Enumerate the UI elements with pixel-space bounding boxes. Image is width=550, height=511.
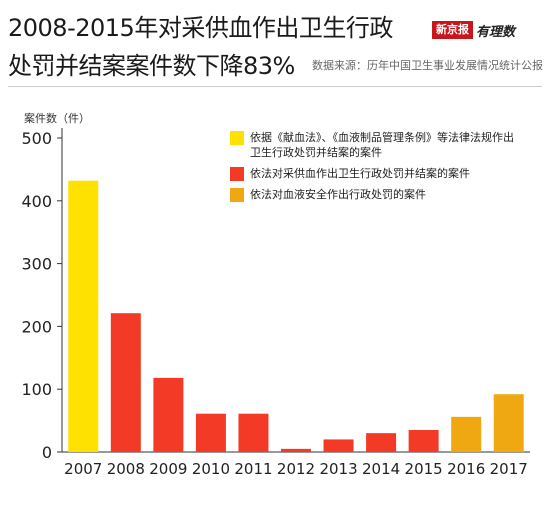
header-divider [8, 86, 542, 87]
bar-2008 [110, 313, 141, 452]
legend-item-red: 依法对采供血作出卫生行政处罚并结案的案件 [230, 166, 530, 181]
x-tick-label-2013: 2013 [319, 460, 357, 478]
legend-label-yellow: 依据《献血法》、《血液制品管理条例》等法律法规作出卫生行政处罚并结案的案件 [250, 131, 514, 159]
x-tick-label-2008: 2008 [107, 460, 145, 478]
bar-2007 [68, 180, 99, 453]
y-tick-label-2: 200 [21, 317, 52, 336]
x-tick-label-2010: 2010 [192, 460, 230, 478]
legend-swatch-yellow [230, 131, 244, 145]
bar-2015 [408, 430, 439, 452]
x-tick-label-2014: 2014 [362, 460, 400, 478]
legend-swatch-red [230, 167, 244, 181]
legend-label-red: 依法对采供血作出卫生行政处罚并结案的案件 [250, 167, 470, 180]
bar-2014 [366, 433, 397, 452]
x-tick-label-2009: 2009 [149, 460, 187, 478]
data-source-note: 数据来源：历年中国卫生事业发展情况统计公报 [312, 59, 543, 72]
chart-title-line-2: 处罚并结案案件数下降83% [8, 52, 295, 80]
bar-2017 [493, 394, 524, 452]
y-tick-label-0: 0 [42, 443, 52, 462]
logo-script-text: 有理数 [476, 24, 516, 40]
bar-2012 [281, 448, 311, 452]
x-tick-label-2016: 2016 [447, 460, 485, 478]
chart-title-line-1: 2008-2015年对采供血作出卫生行政 [8, 14, 393, 42]
bar-2011 [238, 413, 269, 452]
x-tick-label-2012: 2012 [277, 460, 315, 478]
legend-item-orange: 依法对血液安全作出行政处罚的案件 [230, 187, 530, 202]
y-tick-label-5: 500 [21, 129, 52, 148]
y-axis-label: 案件数（件） [24, 112, 90, 125]
bar-2009 [153, 377, 184, 452]
publisher-logo: 新京报 有理数 [432, 20, 515, 40]
legend-item-yellow: 依据《献血法》、《血液制品管理条例》等法律法规作出卫生行政处罚并结案的案件 [230, 130, 530, 160]
x-tick-label-2007: 2007 [64, 460, 102, 478]
x-tick-label-2015: 2015 [405, 460, 443, 478]
legend-swatch-orange [230, 188, 244, 202]
logo-box-text: 新京报 [432, 21, 473, 39]
legend: 依据《献血法》、《血液制品管理条例》等法律法规作出卫生行政处罚并结案的案件 依法… [230, 130, 530, 208]
y-tick-label-1: 100 [21, 380, 52, 399]
y-tick-label-4: 400 [21, 192, 52, 211]
x-tick-label-2017: 2017 [490, 460, 528, 478]
bar-2010 [195, 413, 226, 452]
y-tick-label-3: 300 [21, 255, 52, 274]
x-tick-label-2011: 2011 [234, 460, 272, 478]
bar-2016 [451, 416, 482, 452]
legend-label-orange: 依法对血液安全作出行政处罚的案件 [250, 188, 426, 201]
bar-2013 [323, 439, 354, 452]
